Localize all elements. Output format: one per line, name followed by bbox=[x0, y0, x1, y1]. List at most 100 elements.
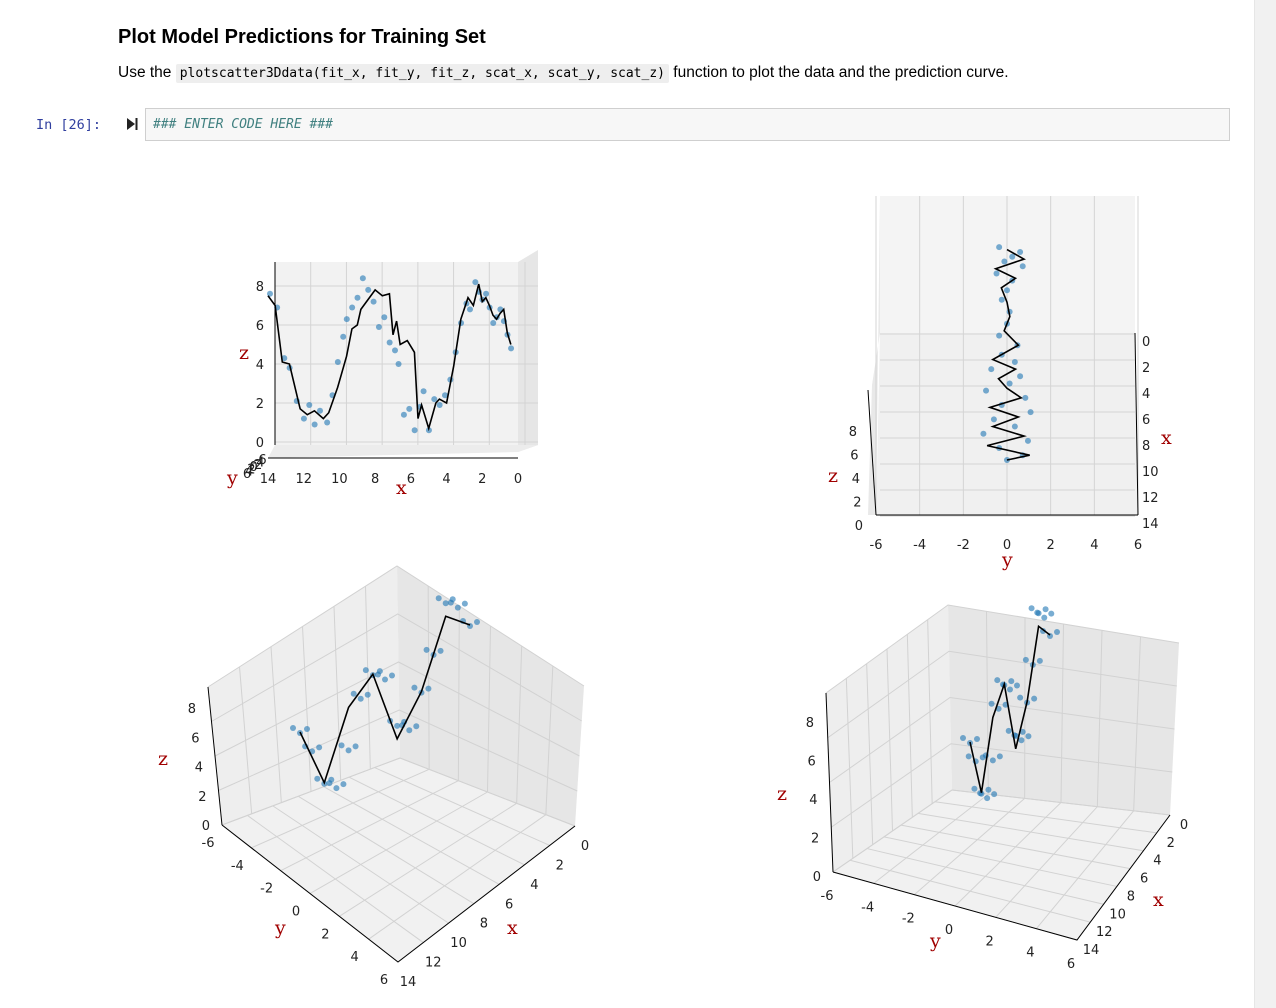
plot1-data-point bbox=[406, 406, 412, 412]
plot2-y-tick: 4 bbox=[1090, 538, 1098, 553]
plot2-data-point bbox=[991, 416, 997, 422]
plot3-z-tick: 4 bbox=[195, 761, 203, 776]
plot3-data-point bbox=[333, 785, 339, 791]
plot4-data-point bbox=[1041, 615, 1047, 621]
plot1-data-point bbox=[349, 304, 355, 310]
plot1-data-point bbox=[365, 287, 371, 293]
plot4-x-tick: 0 bbox=[1180, 818, 1188, 833]
plot1-x-tick: 8 bbox=[371, 472, 379, 487]
plot1-data-point bbox=[355, 295, 361, 301]
plot4-data-point bbox=[1014, 683, 1020, 689]
plot4-data-point bbox=[1017, 695, 1023, 701]
plot4-data-point bbox=[994, 677, 1000, 683]
plot3-data-point bbox=[438, 648, 444, 654]
plot1-data-point bbox=[301, 416, 307, 422]
plot1-data-point bbox=[472, 279, 478, 285]
plot4-z-tick: 4 bbox=[809, 793, 817, 808]
plot4-x-tick: 6 bbox=[1140, 872, 1148, 887]
plot3-data-point bbox=[389, 673, 395, 679]
plot1-data-point bbox=[401, 412, 407, 418]
plot1-data-point bbox=[371, 299, 377, 305]
plot4-data-point bbox=[984, 795, 990, 801]
plot-isometric-view: 14121086420-6-4-2024602468 x y z bbox=[158, 566, 589, 990]
plot1-data-point bbox=[312, 421, 318, 427]
plot4-data-point bbox=[989, 701, 995, 707]
plot2-data-point bbox=[1007, 380, 1013, 386]
plot1-data-point bbox=[467, 306, 473, 312]
plot2-x-label: x bbox=[1161, 427, 1172, 449]
plot-output: 14121086420024686420-2-4-6 x y z -6-4-20… bbox=[0, 0, 1255, 1008]
plot4-data-point bbox=[1034, 610, 1040, 616]
plot2-data-point bbox=[1012, 359, 1018, 365]
plot1-data-point bbox=[396, 361, 402, 367]
plot3-data-point bbox=[443, 600, 449, 606]
plot3-data-point bbox=[455, 605, 461, 611]
plot4-data-point bbox=[1031, 696, 1037, 702]
plot1-y-label: y bbox=[226, 467, 238, 489]
plot4-data-point bbox=[974, 736, 980, 742]
page-scrollbar[interactable] bbox=[1254, 0, 1276, 1008]
plot2-data-point bbox=[1001, 259, 1007, 265]
plot4-z-tick: 2 bbox=[811, 832, 819, 847]
plot1-z-tick: 8 bbox=[256, 280, 264, 295]
plot3-data-point bbox=[375, 672, 381, 678]
plot3-y-tick: 4 bbox=[351, 950, 359, 965]
plot4-z-label: z bbox=[777, 783, 787, 805]
plot4-data-point bbox=[971, 786, 977, 792]
plot3-data-point bbox=[346, 747, 352, 753]
plot4-data-point bbox=[997, 753, 1003, 759]
plot4-x-tick: 10 bbox=[1109, 907, 1126, 922]
plot4-y-label: y bbox=[929, 930, 941, 952]
plot3-y-tick: -6 bbox=[202, 836, 215, 851]
plot4-data-point bbox=[1008, 678, 1014, 684]
plot1-data-point bbox=[335, 359, 341, 365]
plot2-data-point bbox=[983, 388, 989, 394]
plot1-x-tick: 2 bbox=[478, 472, 486, 487]
plot2-x-tick: 8 bbox=[1142, 439, 1150, 454]
plot3-data-point bbox=[382, 677, 388, 683]
plot4-data-point bbox=[1029, 605, 1035, 611]
plot4-data-point bbox=[1018, 737, 1024, 743]
plot3-x-tick: 8 bbox=[480, 917, 488, 932]
plot2-data-point bbox=[1009, 254, 1015, 260]
plot1-x-tick: 14 bbox=[260, 472, 277, 487]
plot1-data-point bbox=[437, 402, 443, 408]
plot2-x-tick: 0 bbox=[1142, 335, 1150, 350]
plot3-y-tick: 2 bbox=[321, 927, 329, 942]
plot4-data-point bbox=[990, 757, 996, 763]
plot2-x-tick: 12 bbox=[1142, 491, 1159, 506]
plot2-data-point bbox=[1028, 409, 1034, 415]
plot4-data-point bbox=[1054, 629, 1060, 635]
plot4-y-tick: -4 bbox=[861, 900, 874, 915]
plot2-y-label: y bbox=[1001, 549, 1013, 571]
plot1-data-point bbox=[381, 314, 387, 320]
plot1-x-tick: 10 bbox=[331, 472, 348, 487]
plot2-data-point bbox=[1020, 263, 1026, 269]
plot4-y-tick: 6 bbox=[1067, 957, 1075, 972]
plot4-data-point bbox=[960, 735, 966, 741]
plot1-z-tick: 4 bbox=[256, 358, 264, 373]
plot3-data-point bbox=[353, 743, 359, 749]
plot4-y-tick: 0 bbox=[945, 923, 953, 938]
plot3-data-point bbox=[304, 726, 310, 732]
plot2-data-point bbox=[1025, 438, 1031, 444]
plot3-x-tick: 6 bbox=[505, 897, 513, 912]
plot4-data-point bbox=[1043, 606, 1049, 612]
plot3-x-label: x bbox=[507, 917, 518, 939]
plot1-x-tick: 0 bbox=[514, 472, 522, 487]
plot4-z-tick: 6 bbox=[807, 755, 815, 770]
plot1-data-point bbox=[306, 402, 312, 408]
plot1-back-pane bbox=[275, 262, 538, 445]
plot-front-view: 14121086420024686420-2-4-6 x y z bbox=[226, 250, 538, 499]
plot4-z-tick: 0 bbox=[813, 870, 821, 885]
plot2-data-point bbox=[994, 270, 1000, 276]
plot3-data-point bbox=[474, 619, 480, 625]
plot3-data-point bbox=[316, 744, 322, 750]
plot3-data-point bbox=[406, 727, 412, 733]
plot2-data-point bbox=[988, 366, 994, 372]
plot3-data-point bbox=[394, 723, 400, 729]
plot3-y-tick: -4 bbox=[231, 859, 244, 874]
plot4-y-tick: 2 bbox=[986, 934, 994, 949]
plot4-data-point bbox=[991, 791, 997, 797]
plot2-y-tick: -4 bbox=[913, 538, 926, 553]
